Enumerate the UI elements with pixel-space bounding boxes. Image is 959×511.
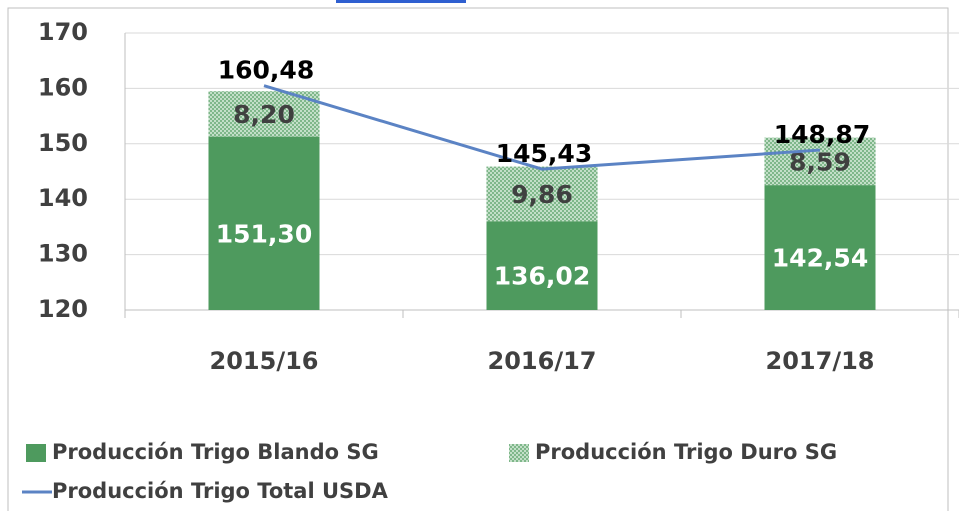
x-tick-label: 2017/18 xyxy=(766,347,875,375)
data-label: 151,30 xyxy=(216,219,312,248)
line-label: 160,48 xyxy=(218,56,314,85)
data-label: 136,02 xyxy=(494,262,590,291)
x-tick-label: 2016/17 xyxy=(488,347,597,375)
bar-segment xyxy=(764,137,876,186)
bar-segment xyxy=(764,185,876,310)
line-label: 148,87 xyxy=(774,120,870,149)
legend-label: Producción Trigo Total USDA xyxy=(52,479,389,503)
bar-segment xyxy=(208,91,320,137)
legend-swatch xyxy=(509,444,529,462)
x-tick-label: 2015/16 xyxy=(210,347,319,375)
data-label: 8,20 xyxy=(233,100,295,129)
bar-segment xyxy=(486,221,598,310)
y-tick-label: 130 xyxy=(38,240,88,268)
link-underline xyxy=(336,0,466,3)
y-tick-label: 160 xyxy=(38,73,88,101)
data-label: 142,54 xyxy=(772,244,868,273)
data-label: 9,86 xyxy=(511,180,573,209)
legend-swatch xyxy=(26,444,46,462)
legend-label: Producción Trigo Blando SG xyxy=(52,440,379,464)
y-tick-label: 150 xyxy=(38,129,88,157)
legend-label: Producción Trigo Duro SG xyxy=(535,440,837,464)
y-tick-label: 120 xyxy=(38,295,88,323)
bar-segment xyxy=(208,136,320,310)
y-tick-label: 170 xyxy=(38,18,88,46)
bar-segment xyxy=(486,166,598,222)
line-label: 145,43 xyxy=(496,139,592,168)
chart-frame xyxy=(7,7,949,511)
y-tick-label: 140 xyxy=(38,184,88,212)
line-series xyxy=(263,84,821,171)
